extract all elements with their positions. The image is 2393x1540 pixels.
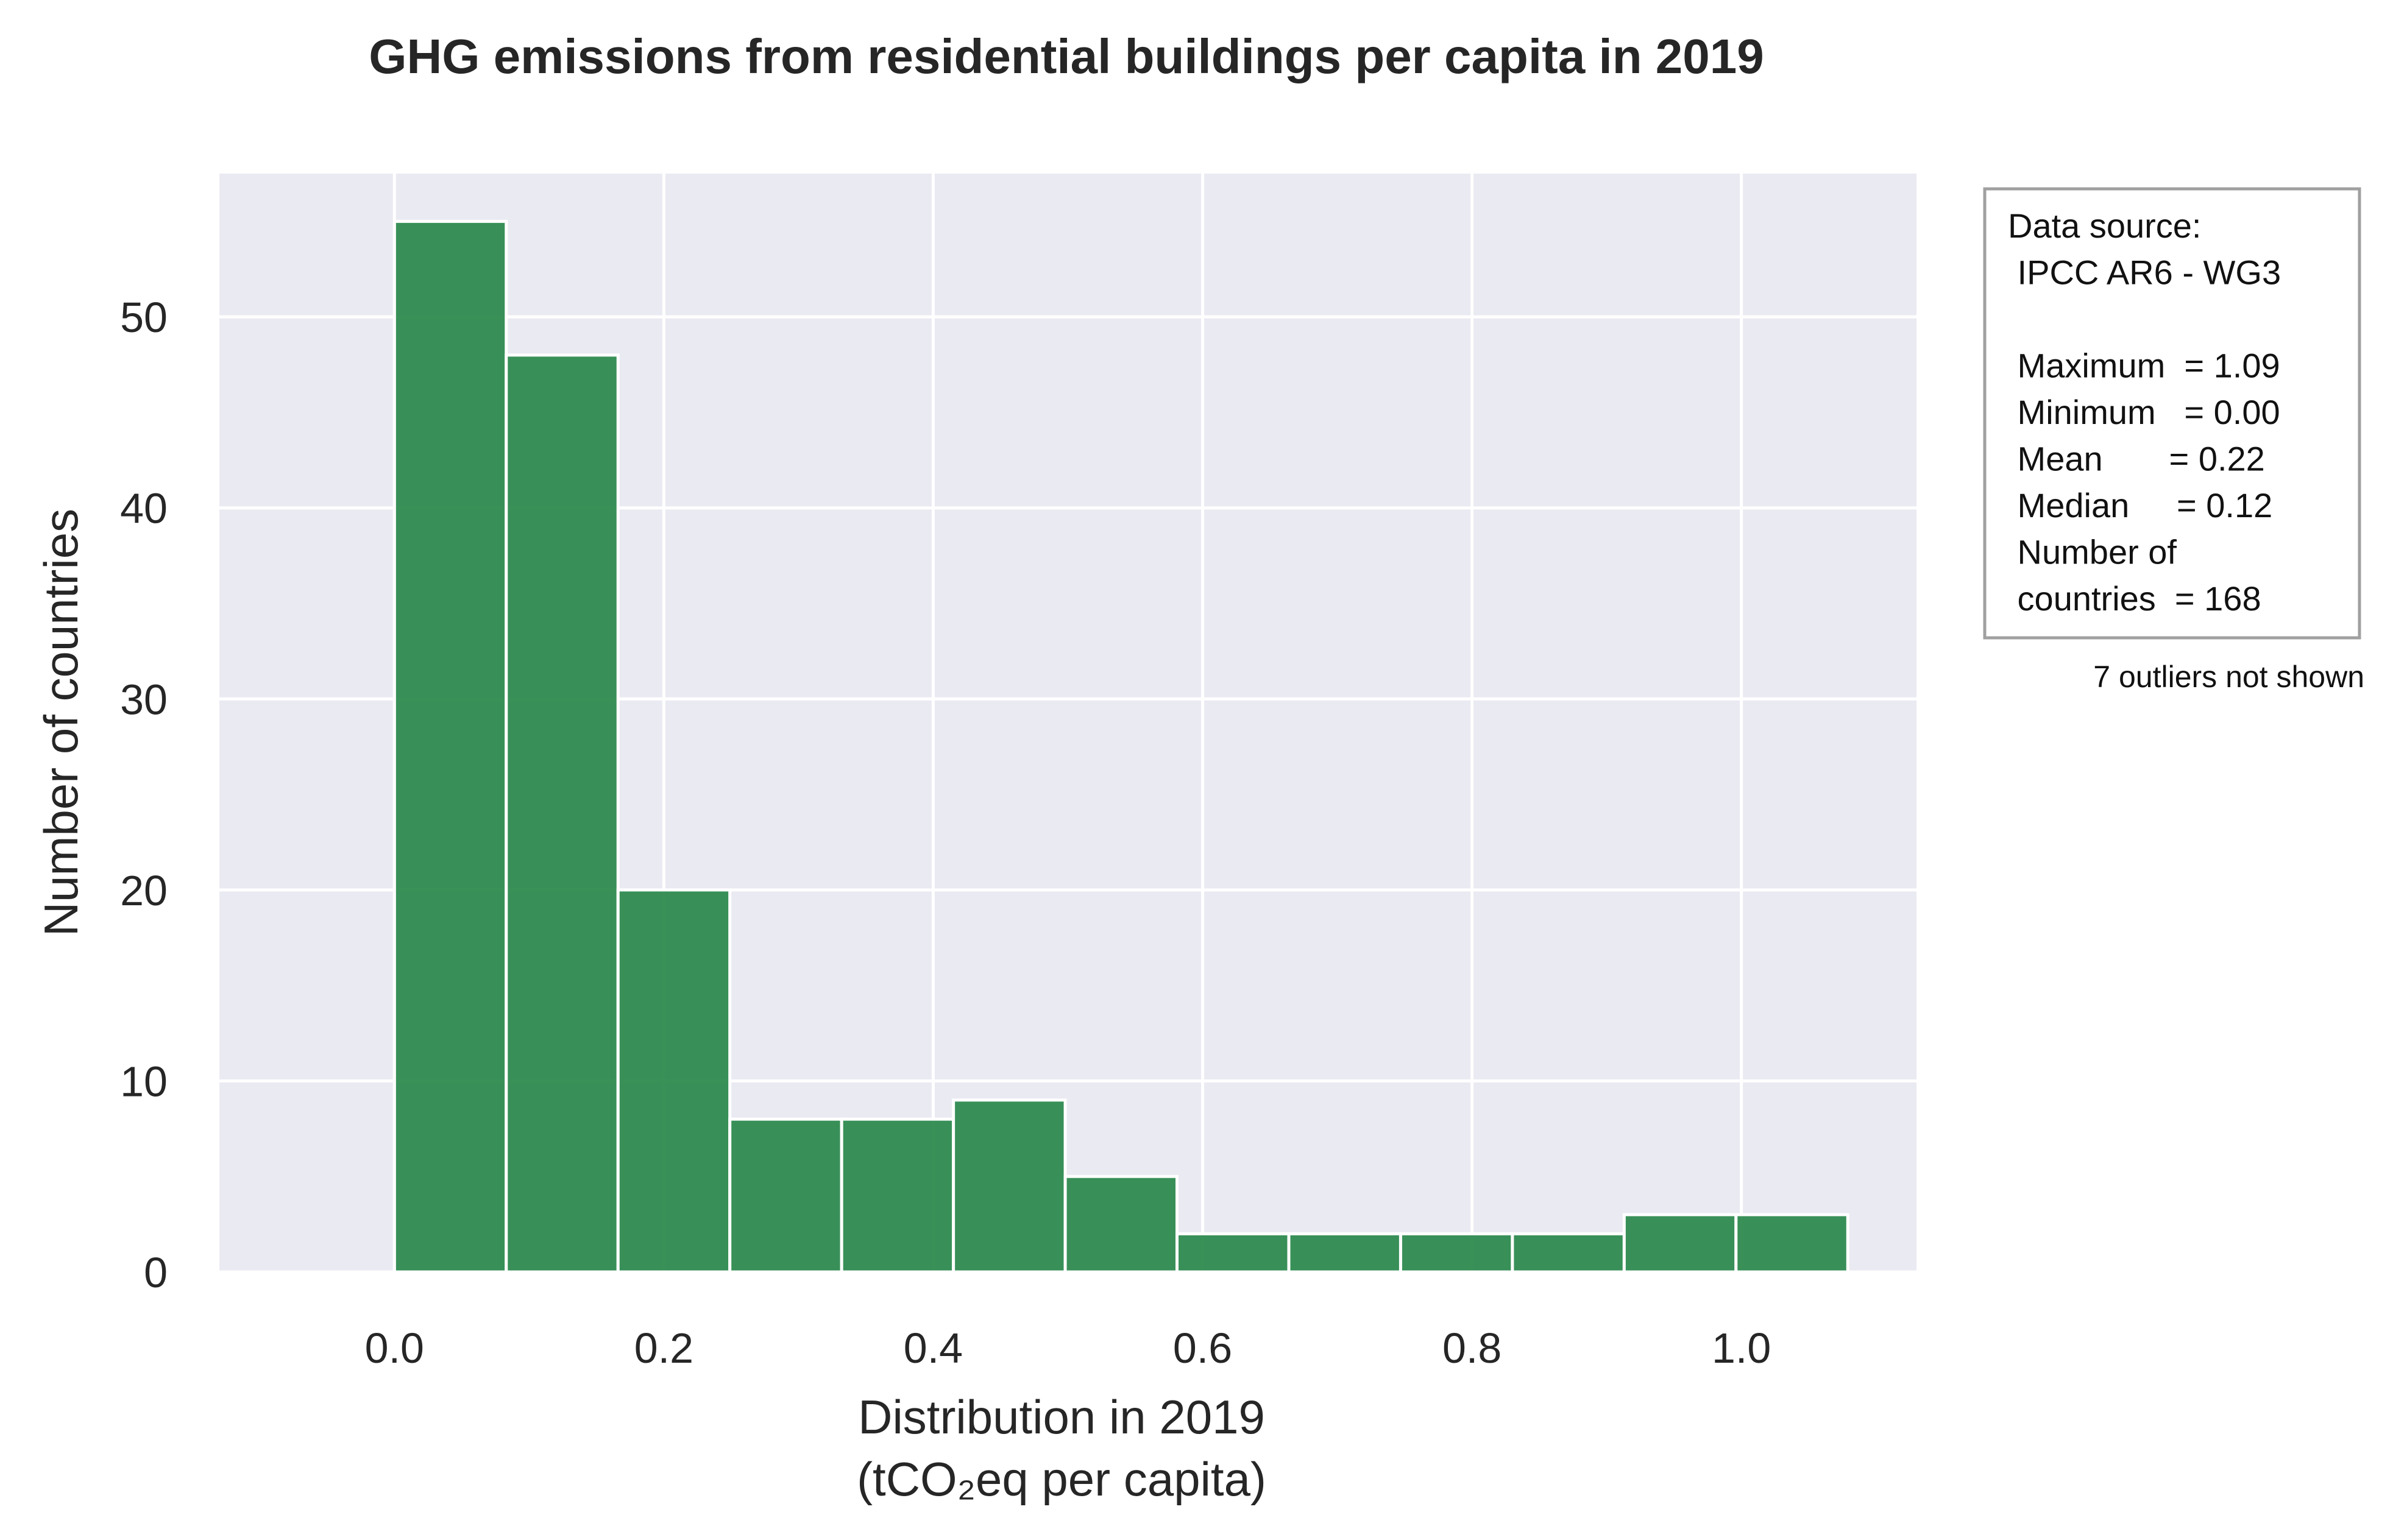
y-tick-label-4: 40 [120,485,168,532]
y-axis-ticks: 0 10 20 30 40 50 [120,294,168,1296]
histogram-bar-4 [840,1117,955,1274]
x-tick-label-0: 0.0 [365,1324,424,1372]
histogram-bar-9 [1399,1232,1514,1274]
info-line-3: Maximum = 1.09 [2008,347,2280,385]
histogram-bar-6 [1063,1174,1179,1274]
histogram-bar-12 [1734,1213,1849,1274]
x-tick-label-3: 0.6 [1173,1324,1232,1372]
info-box-text: Data source: IPCC AR6 - WG3 Maximum = 1.… [2008,207,2281,618]
info-line-7: Number of [2008,533,2177,571]
y-tick-label-1: 10 [120,1058,168,1105]
x-tick-label-5: 1.0 [1712,1324,1771,1372]
info-box [1983,187,2361,640]
histogram-bar-7 [1175,1232,1291,1274]
info-line-6: Median = 0.12 [2008,486,2272,525]
x-tick-label-1: 0.2 [634,1324,693,1372]
info-line-0: Data source: [2008,207,2202,245]
x-axis-label-line2: (tCO₂eq per capita) [857,1452,1266,1506]
y-axis-label: Number of countries [34,509,88,936]
histogram-bar-3 [728,1117,843,1274]
histogram-bar-2 [616,888,732,1274]
histogram-bar-0 [392,219,508,1274]
info-line-5: Mean = 0.22 [2008,440,2265,478]
histogram-bars [392,219,1849,1274]
info-line-4: Minimum = 0.00 [2008,393,2280,431]
x-axis-ticks: 0.0 0.2 0.4 0.6 0.8 1.0 [365,1324,1771,1372]
histogram-bar-1 [505,353,620,1274]
info-line-8: countries = 168 [2008,579,2261,618]
chart-title: GHG emissions from residential buildings… [369,29,1764,83]
outliers-note: 7 outliers not shown [2093,660,2364,694]
x-tick-label-2: 0.4 [904,1324,963,1372]
y-tick-label-0: 0 [144,1249,168,1296]
info-line-1: IPCC AR6 - WG3 [2008,253,2281,292]
y-tick-label-5: 50 [120,294,168,341]
x-tick-label-4: 0.8 [1442,1324,1501,1372]
histogram-bar-8 [1287,1232,1402,1274]
histogram-bar-11 [1622,1213,1738,1274]
histogram-bar-5 [952,1098,1067,1274]
x-axis-label-line1: Distribution in 2019 [858,1390,1265,1444]
histogram-bar-10 [1511,1232,1626,1274]
y-tick-label-3: 30 [120,676,168,723]
y-tick-label-2: 20 [120,867,168,914]
